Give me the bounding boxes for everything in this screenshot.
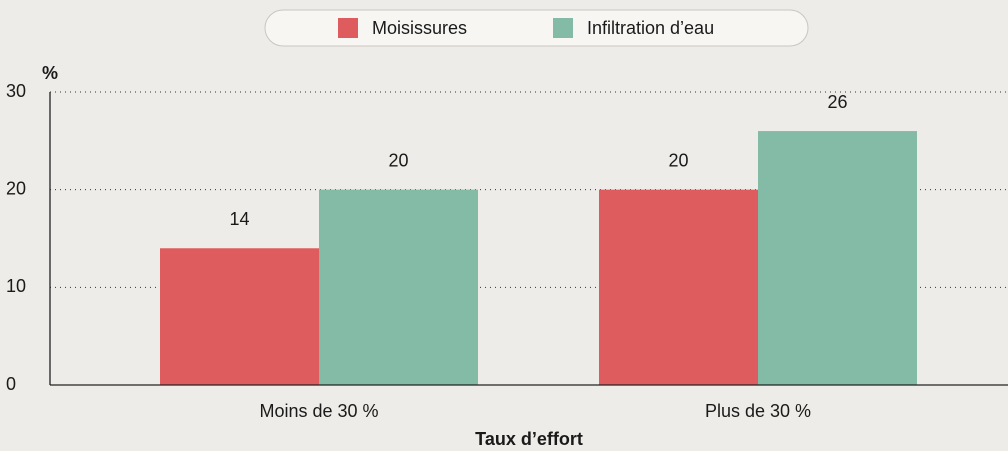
y-tick-label: 10	[6, 276, 26, 296]
y-axis-label: %	[42, 63, 58, 83]
legend-label: Infiltration d’eau	[587, 18, 714, 38]
data-label: 20	[388, 150, 408, 170]
y-tick-label: 30	[6, 81, 26, 101]
data-label: 26	[827, 92, 847, 112]
bar	[599, 189, 758, 385]
y-tick-label: 0	[6, 374, 16, 394]
legend-label: Moisissures	[372, 18, 467, 38]
bar	[319, 189, 478, 385]
data-label: 20	[668, 150, 688, 170]
bar	[758, 131, 917, 385]
x-axis-label: Taux d’effort	[475, 429, 583, 449]
y-tick-label: 20	[6, 178, 26, 198]
legend-swatch	[338, 18, 358, 38]
data-label: 14	[229, 209, 249, 229]
bar	[160, 248, 319, 385]
x-tick-label: Moins de 30 %	[259, 401, 378, 421]
legend-box	[264, 9, 809, 47]
legend-swatch	[553, 18, 573, 38]
x-tick-label: Plus de 30 %	[705, 401, 811, 421]
